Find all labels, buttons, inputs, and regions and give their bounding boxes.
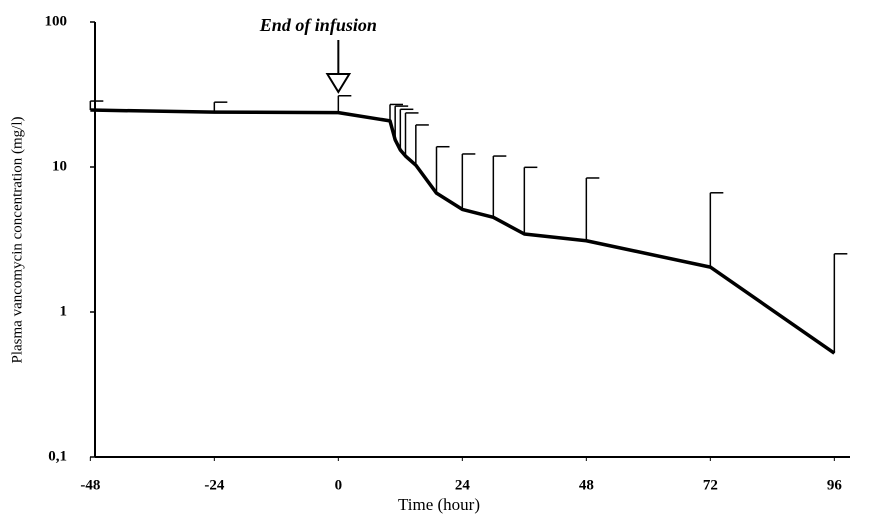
error-bar [389, 103, 403, 121]
error-bar [89, 100, 104, 111]
error-bar [435, 145, 450, 194]
error-bar [523, 166, 538, 235]
error-bar [461, 153, 476, 210]
x-tick-label: 72 [703, 477, 718, 493]
x-tick-label: 24 [455, 477, 471, 493]
error-bar [399, 108, 414, 150]
x-tick-label: 96 [827, 477, 843, 493]
error-bar [709, 192, 724, 268]
y-axis-title: Plasma vancomycin concentration (mg/l) [9, 116, 25, 363]
y-tick-label: 100 [45, 13, 68, 29]
x-tick-label: -48 [80, 477, 100, 493]
error-bar [415, 124, 429, 166]
y-tick-label: 0,1 [48, 448, 67, 464]
x-tick-label: -24 [204, 477, 224, 493]
error-bar [492, 155, 507, 218]
x-tick-label: 0 [335, 477, 343, 493]
error-bar [404, 112, 419, 157]
annotation: End of infusion [259, 15, 377, 35]
annotation-arrowhead [325, 73, 352, 94]
x-axis-title: Time (hour) [398, 495, 480, 514]
x-tick-label: 48 [579, 477, 594, 493]
error-bar [337, 95, 352, 113]
error-bar [833, 253, 848, 354]
y-tick-label: 10 [52, 158, 67, 174]
error-bar [585, 177, 600, 241]
y-tick-label: 1 [60, 303, 68, 319]
data-line [90, 108, 836, 355]
